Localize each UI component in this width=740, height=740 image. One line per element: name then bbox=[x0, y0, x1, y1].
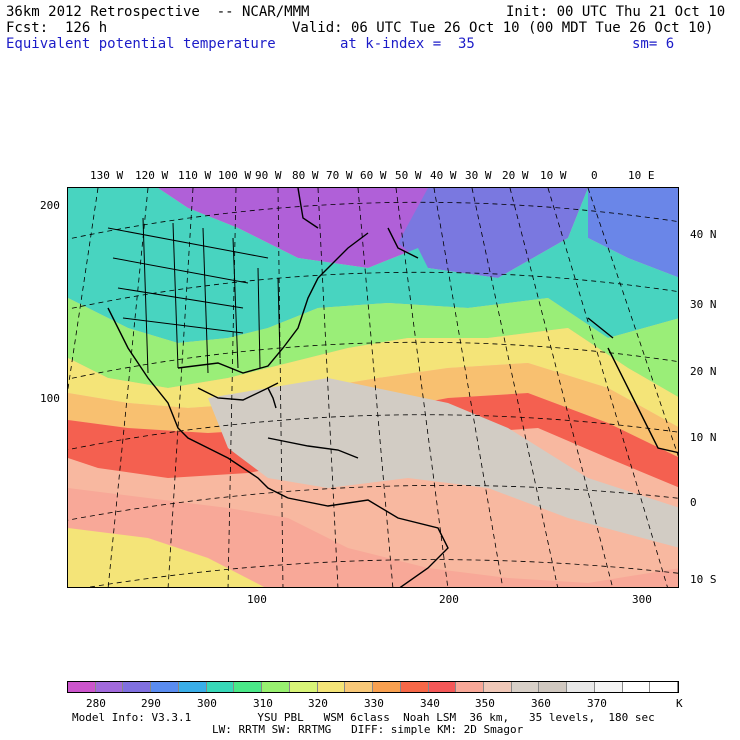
field-fill bbox=[68, 488, 678, 587]
colorbar-swatch bbox=[123, 682, 152, 692]
lon-label: 100 W bbox=[218, 169, 252, 182]
model-title: 36km 2012 Retrospective -- NCAR/MMM bbox=[6, 4, 310, 20]
colorbar-label: 370 bbox=[587, 697, 607, 710]
colorbar-unit: K bbox=[676, 697, 683, 710]
field-fill bbox=[158, 188, 428, 268]
field-name: Equivalent potential temperature bbox=[6, 36, 276, 52]
lat-label: 30 N bbox=[690, 298, 717, 311]
lon-label: 110 W bbox=[178, 169, 212, 182]
lon-label: 80 W bbox=[292, 169, 319, 182]
grid-x-label: 100 bbox=[247, 593, 267, 606]
colorbar-swatch bbox=[484, 682, 512, 692]
theta-e-map bbox=[67, 187, 679, 588]
colorbar-label: 330 bbox=[364, 697, 384, 710]
colorbar-swatch bbox=[95, 682, 124, 692]
lon-label: 120 W bbox=[135, 169, 169, 182]
forecast-hour: Fcst: 126 h bbox=[6, 20, 108, 36]
lat-label: 0 bbox=[690, 496, 697, 509]
colorbar-swatch bbox=[234, 682, 263, 692]
lat-label: 40 N bbox=[690, 228, 717, 241]
coastlines bbox=[107, 188, 678, 587]
field-fill bbox=[208, 378, 678, 548]
valid-time: Valid: 06 UTC Tue 26 Oct 10 (00 MDT Tue … bbox=[292, 20, 714, 36]
colorbar-swatch bbox=[650, 682, 679, 692]
graticule bbox=[68, 188, 678, 587]
field-fill bbox=[68, 298, 678, 397]
map-canvas bbox=[68, 188, 678, 587]
grid-y-label: 200 bbox=[40, 199, 60, 212]
colorbar-swatch bbox=[567, 682, 595, 692]
level-info: at k-index = 35 bbox=[340, 36, 475, 52]
grid-x-label: 300 bbox=[632, 593, 652, 606]
colorbar-swatch bbox=[345, 682, 374, 692]
colorbar-swatch bbox=[400, 682, 429, 692]
lon-label: 60 W bbox=[360, 169, 387, 182]
lon-label: 90 W bbox=[255, 169, 282, 182]
colorbar-swatch bbox=[178, 682, 207, 692]
colorbar-swatch bbox=[622, 682, 651, 692]
colorbar-label: 320 bbox=[308, 697, 328, 710]
field-fill bbox=[68, 528, 265, 587]
colorbar-swatch bbox=[373, 682, 401, 692]
lat-label: 20 N bbox=[690, 365, 717, 378]
lat-label: 10 N bbox=[690, 431, 717, 444]
colorbar-swatch bbox=[262, 682, 290, 692]
colorbar-label: 290 bbox=[141, 697, 161, 710]
lon-label: 20 W bbox=[502, 169, 529, 182]
lon-label: 50 W bbox=[395, 169, 422, 182]
colorbar-label: 350 bbox=[475, 697, 495, 710]
grid-y-label: 100 bbox=[40, 392, 60, 405]
model-info: Model Info: V3.3.1 YSU PBL WSM 6class No… bbox=[72, 711, 655, 724]
colorbar-swatch bbox=[317, 682, 346, 692]
colorbar-label: 340 bbox=[420, 697, 440, 710]
lon-label: 0 bbox=[591, 169, 598, 182]
colorbar-label: 360 bbox=[531, 697, 551, 710]
lat-label: 10 S bbox=[690, 573, 717, 586]
colorbar-swatch bbox=[511, 682, 540, 692]
grid-x-label: 200 bbox=[439, 593, 459, 606]
colorbar-swatch bbox=[206, 682, 235, 692]
colorbar-swatch bbox=[428, 682, 457, 692]
lon-label: 10 W bbox=[540, 169, 567, 182]
colorbar bbox=[67, 681, 679, 693]
field-fill bbox=[588, 188, 678, 278]
colorbar-label: 300 bbox=[197, 697, 217, 710]
init-time: Init: 00 UTC Thu 21 Oct 10 bbox=[506, 4, 726, 20]
lon-label: 10 E bbox=[628, 169, 655, 182]
colorbar-label: 280 bbox=[86, 697, 106, 710]
lon-label: 40 W bbox=[430, 169, 457, 182]
colorbar-swatch bbox=[539, 682, 568, 692]
colorbar-swatch bbox=[456, 682, 485, 692]
colorbar-swatch bbox=[289, 682, 318, 692]
colorbar-swatch bbox=[594, 682, 623, 692]
smoothing-info: sm= 6 bbox=[632, 36, 675, 52]
lon-label: 30 W bbox=[465, 169, 492, 182]
colorbar-label: 310 bbox=[253, 697, 273, 710]
colorbar-swatch bbox=[151, 682, 179, 692]
lon-label: 70 W bbox=[326, 169, 353, 182]
colorbar-swatch bbox=[68, 682, 96, 692]
lon-label: 130 W bbox=[90, 169, 124, 182]
physics-info: LW: RRTM SW: RRTMG DIFF: simple KM: 2D S… bbox=[212, 723, 524, 736]
field-fill bbox=[398, 188, 588, 278]
state-borders bbox=[107, 217, 281, 374]
